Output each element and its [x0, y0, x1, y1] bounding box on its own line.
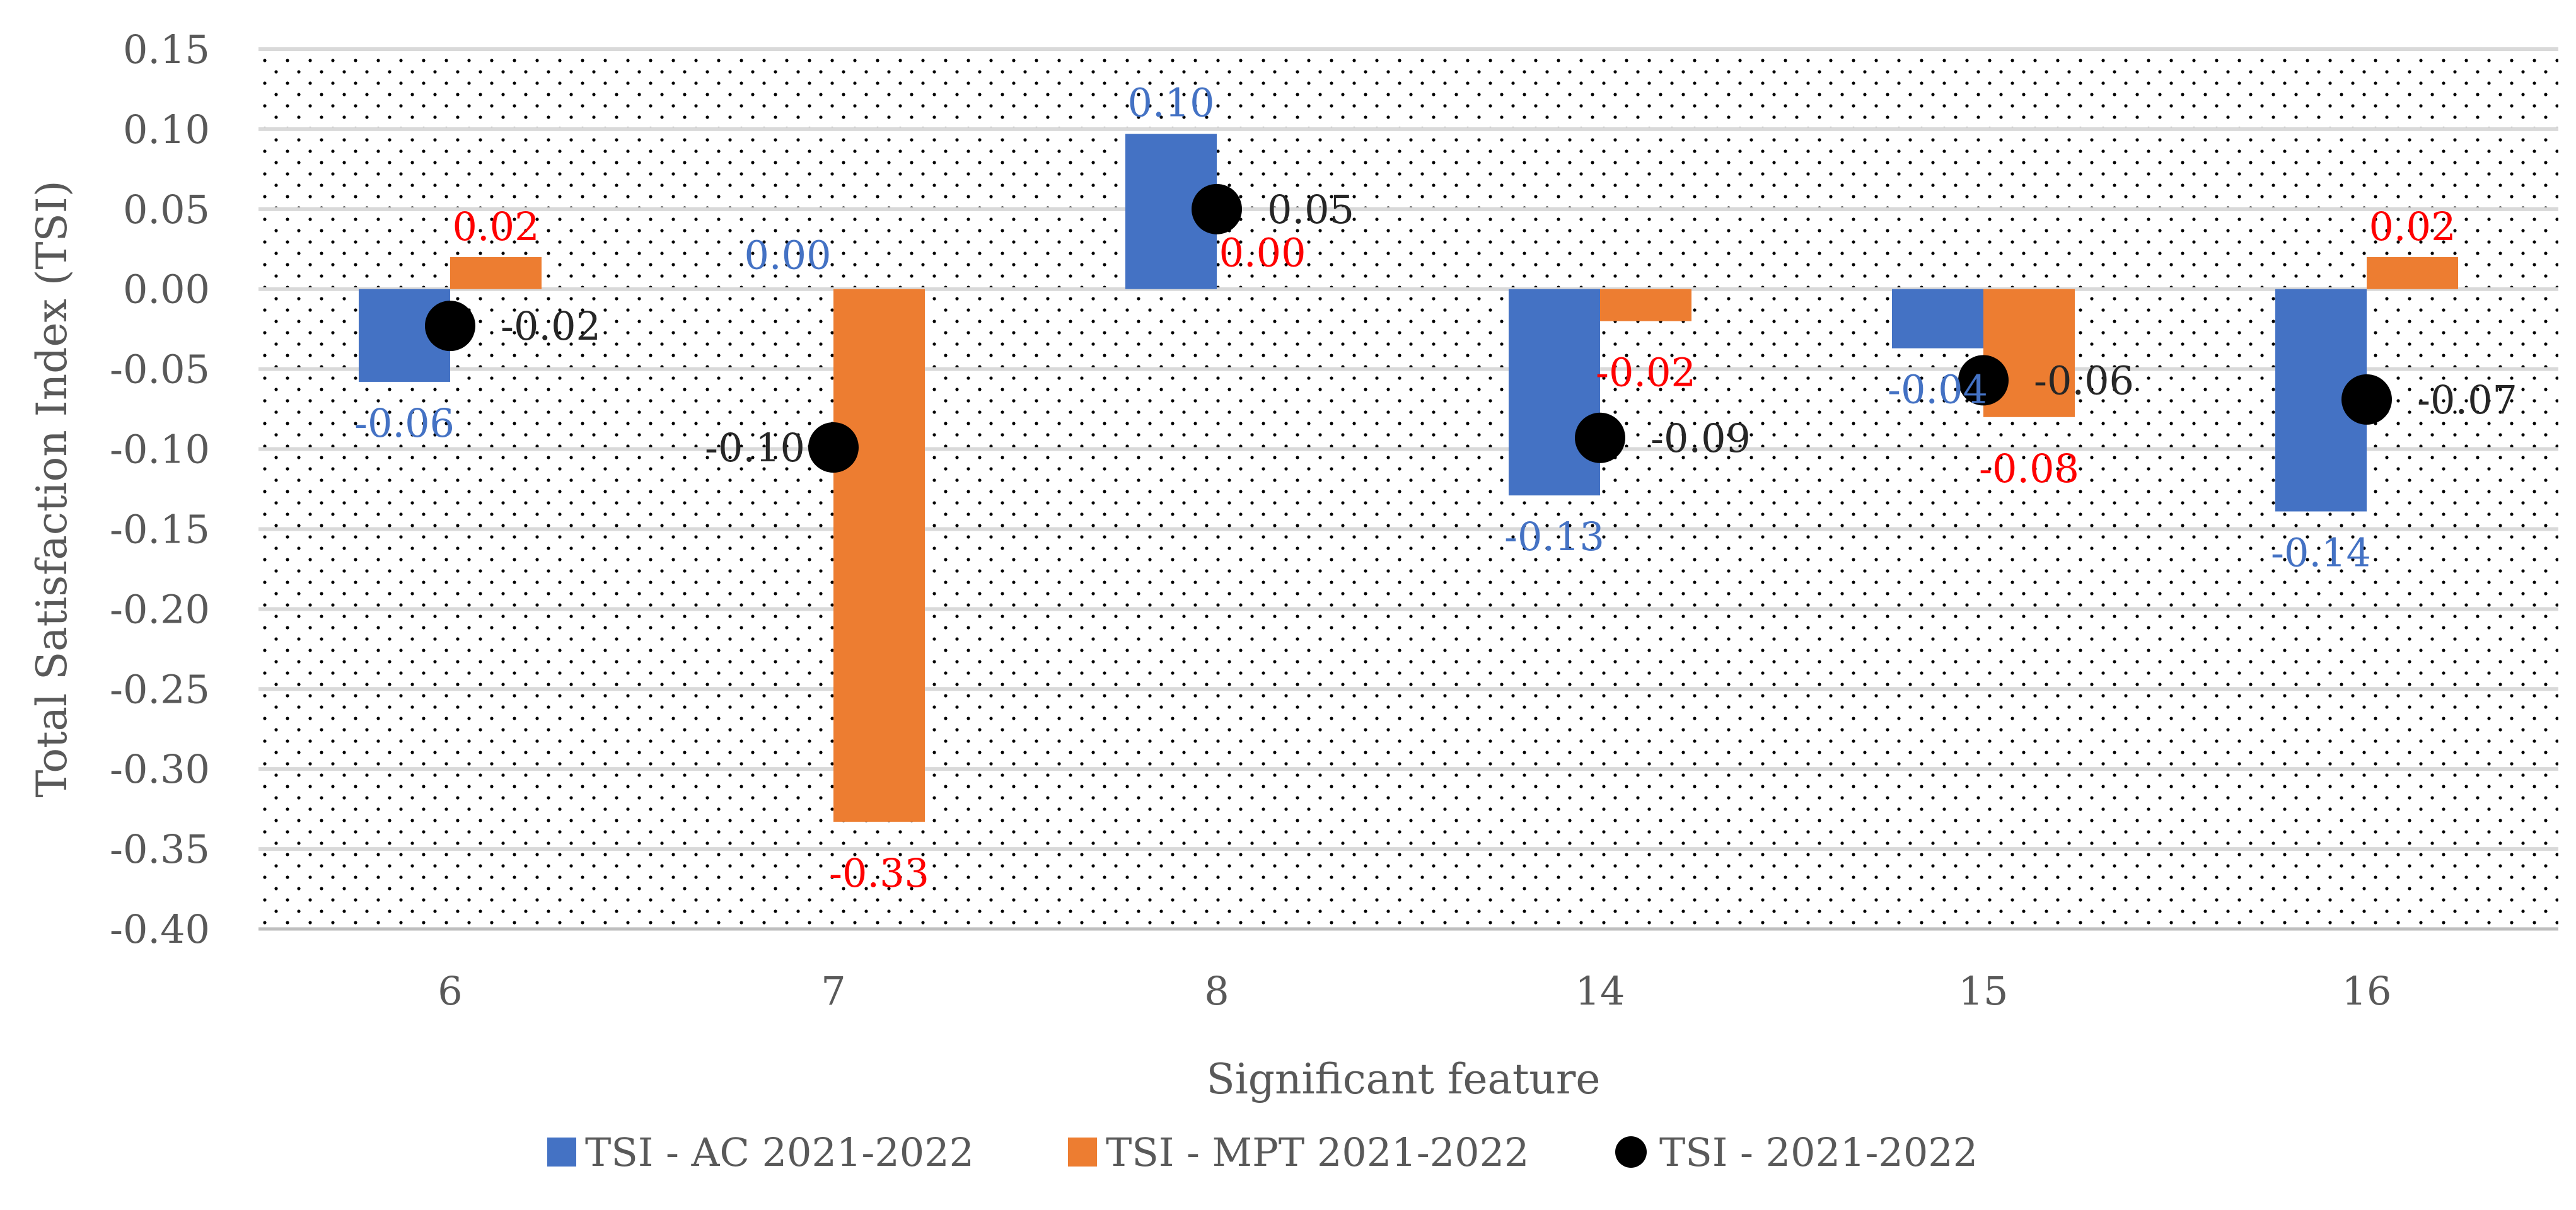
point-total-7 [808, 422, 859, 473]
legend-marker-total [1615, 1136, 1647, 1168]
bar-mpt-7 [833, 289, 925, 822]
data-label-ac-6: -0.06 [354, 400, 455, 446]
data-label-total-7: -0.10 [705, 425, 805, 471]
y-tick-label: -0.20 [110, 586, 210, 632]
legend-swatch-ac [547, 1138, 576, 1167]
bar-mpt-6 [450, 256, 542, 289]
data-label-ac-14: -0.13 [1504, 514, 1604, 560]
y-axis-label: Total Satisfaction Index (TSI) [28, 180, 76, 797]
data-label-mpt-6: 0.02 [452, 204, 539, 250]
point-total-14 [1575, 412, 1625, 463]
legend: TSI - AC 2021-2022 TSI - MPT 2021-2022 T… [547, 1129, 1978, 1175]
y-tick-label: 0.05 [123, 187, 210, 233]
data-label-mpt-15: -0.08 [1979, 446, 2079, 492]
x-tick-label: 14 [1575, 968, 1625, 1014]
points [425, 183, 2392, 473]
x-tick-label: 15 [1959, 968, 2009, 1014]
legend-label-ac: TSI - AC 2021-2022 [585, 1129, 974, 1175]
y-tick-label: -0.05 [110, 347, 210, 393]
data-label-mpt-14: -0.02 [1596, 349, 1696, 395]
x-tick-label: 8 [1204, 968, 1229, 1014]
legend-label-total: TSI - 2021-2022 [1659, 1129, 1978, 1175]
x-tick-label: 7 [821, 968, 845, 1014]
data-label-ac-15: -0.04 [1888, 367, 1988, 413]
tick-labels: 0.150.100.050.00-0.05-0.10-0.15-0.20-0.2… [110, 26, 2391, 1014]
bar-mpt-16 [2367, 256, 2458, 289]
y-tick-label: -0.40 [110, 906, 210, 952]
x-axis-label: Significant feature [1206, 1055, 1600, 1103]
point-total-6 [425, 301, 475, 352]
y-tick-label: -0.35 [110, 826, 210, 872]
data-labels: -0.060.02-0.020.00-0.33-0.100.100.000.05… [354, 80, 2517, 896]
bars [359, 134, 2458, 822]
data-label-mpt-8: 0.00 [1219, 230, 1306, 276]
point-total-15 [1958, 355, 2009, 406]
point-total-8 [1192, 183, 1242, 234]
data-label-mpt-16: 0.02 [2369, 204, 2456, 250]
data-label-total-14: -0.09 [1651, 415, 1751, 461]
y-tick-label: 0.00 [123, 267, 210, 313]
x-tick-label: 6 [438, 968, 462, 1014]
plot-area-background [258, 49, 2558, 929]
x-tick-label: 16 [2342, 968, 2392, 1014]
y-tick-label: -0.15 [110, 506, 210, 552]
legend-swatch-mpt [1068, 1138, 1097, 1167]
y-tick-label: -0.30 [110, 746, 210, 792]
data-label-ac-8: 0.10 [1127, 80, 1214, 126]
data-label-total-6: -0.02 [501, 303, 601, 349]
bar-ac-14 [1509, 289, 1600, 496]
y-tick-label: 0.10 [123, 107, 210, 153]
point-total-16 [2341, 374, 2392, 425]
data-label-total-15: -0.06 [2034, 357, 2134, 403]
y-tick-label: -0.10 [110, 427, 210, 473]
data-label-ac-7: 0.00 [744, 233, 831, 279]
legend-label-mpt: TSI - MPT 2021-2022 [1106, 1129, 1529, 1175]
y-tick-label: 0.15 [123, 26, 210, 72]
data-label-total-16: -0.07 [2417, 377, 2517, 423]
bar-mpt-14 [1600, 289, 1691, 321]
data-label-total-8: 0.05 [1267, 187, 1354, 233]
bar-ac-15 [1892, 289, 1983, 349]
y-tick-label: -0.25 [110, 666, 210, 712]
data-label-mpt-7: -0.33 [829, 850, 929, 896]
data-label-ac-16: -0.14 [2271, 530, 2371, 576]
